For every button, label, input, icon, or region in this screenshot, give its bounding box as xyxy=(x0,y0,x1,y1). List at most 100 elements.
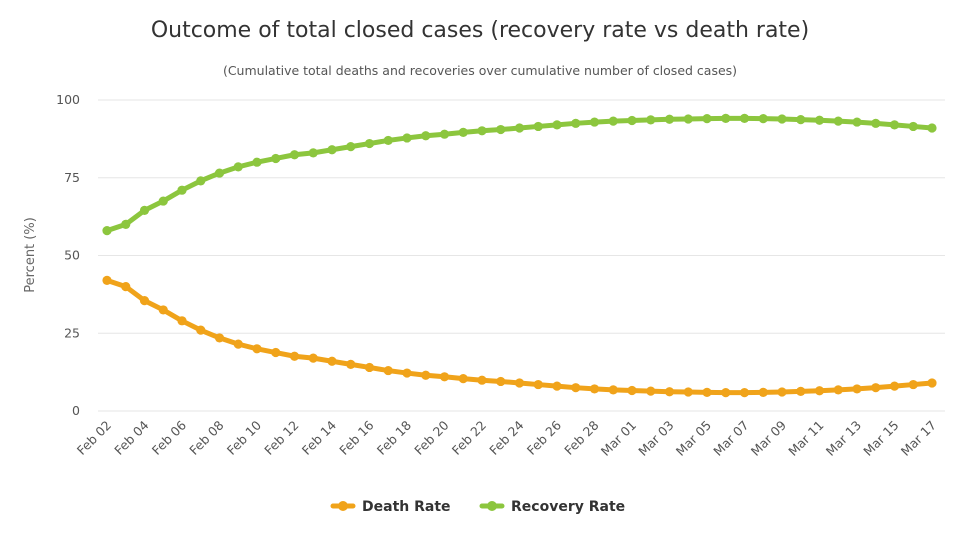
data-point[interactable] xyxy=(533,379,543,390)
data-point[interactable] xyxy=(814,386,825,396)
data-point[interactable] xyxy=(383,365,393,376)
data-point[interactable] xyxy=(683,387,693,397)
data-point[interactable] xyxy=(402,133,412,143)
data-point[interactable] xyxy=(739,388,750,398)
data-point[interactable] xyxy=(327,356,337,366)
data-point[interactable] xyxy=(646,386,656,396)
data-point[interactable] xyxy=(439,129,450,139)
data-point[interactable] xyxy=(139,205,150,216)
data-point[interactable] xyxy=(833,116,843,126)
data-point[interactable] xyxy=(777,114,787,124)
data-point[interactable] xyxy=(496,124,506,135)
data-point[interactable] xyxy=(889,120,900,130)
data-point[interactable] xyxy=(271,347,281,358)
data-point[interactable] xyxy=(177,316,187,326)
data-point[interactable] xyxy=(721,388,731,398)
data-point[interactable] xyxy=(233,339,243,349)
data-point[interactable] xyxy=(796,386,806,397)
data-point[interactable] xyxy=(758,387,768,397)
data-point[interactable] xyxy=(571,383,581,393)
data-point[interactable] xyxy=(402,368,412,378)
data-point[interactable] xyxy=(927,123,937,133)
data-point[interactable] xyxy=(252,344,262,354)
data-point[interactable] xyxy=(514,378,525,388)
data-point[interactable] xyxy=(139,295,150,306)
x-tick-label: Feb 12 xyxy=(261,418,301,458)
data-point[interactable] xyxy=(608,116,618,126)
data-point[interactable] xyxy=(383,135,393,146)
data-point[interactable] xyxy=(289,150,300,160)
data-point[interactable] xyxy=(477,126,487,136)
data-point[interactable] xyxy=(608,385,618,395)
x-tick-label: Feb 06 xyxy=(149,417,189,457)
data-point[interactable] xyxy=(346,359,356,369)
data-point[interactable] xyxy=(158,305,168,315)
data-point[interactable] xyxy=(777,387,787,397)
data-point[interactable] xyxy=(646,115,656,125)
data-point[interactable] xyxy=(214,168,225,178)
x-tick-label: Mar 17 xyxy=(898,418,939,459)
data-point[interactable] xyxy=(552,381,562,391)
data-point[interactable] xyxy=(102,226,112,236)
data-point[interactable] xyxy=(327,145,337,155)
data-point[interactable] xyxy=(458,127,468,137)
data-point[interactable] xyxy=(271,153,281,164)
data-point[interactable] xyxy=(589,384,600,394)
data-point[interactable] xyxy=(908,379,918,390)
data-point[interactable] xyxy=(833,385,843,395)
data-point[interactable] xyxy=(814,115,825,125)
data-point[interactable] xyxy=(927,378,937,388)
x-tick-label: Feb 16 xyxy=(336,417,376,457)
x-tick-label: Mar 03 xyxy=(635,418,676,459)
data-point[interactable] xyxy=(158,196,168,206)
data-point[interactable] xyxy=(458,374,468,384)
data-point[interactable] xyxy=(552,120,562,130)
data-point[interactable] xyxy=(196,325,206,335)
data-point[interactable] xyxy=(871,118,881,128)
data-point[interactable] xyxy=(683,114,693,124)
legend-item-recovery-rate[interactable]: Recovery Rate xyxy=(479,499,625,515)
data-point[interactable] xyxy=(439,372,450,382)
data-point[interactable] xyxy=(627,385,637,396)
data-point[interactable] xyxy=(252,157,262,167)
data-point[interactable] xyxy=(589,117,600,127)
data-point[interactable] xyxy=(664,114,675,124)
data-point[interactable] xyxy=(702,387,712,397)
data-point[interactable] xyxy=(796,114,806,125)
data-point[interactable] xyxy=(571,118,581,128)
data-point[interactable] xyxy=(421,370,431,380)
data-point[interactable] xyxy=(702,114,712,124)
data-point[interactable] xyxy=(852,117,862,127)
data-point[interactable] xyxy=(364,138,375,149)
data-point[interactable] xyxy=(496,376,506,387)
data-point[interactable] xyxy=(871,383,881,393)
data-point[interactable] xyxy=(421,131,431,141)
x-tick-label: Feb 02 xyxy=(74,418,114,458)
data-point[interactable] xyxy=(308,353,318,363)
data-point[interactable] xyxy=(627,115,637,126)
data-point[interactable] xyxy=(852,384,862,394)
data-point[interactable] xyxy=(346,142,356,152)
data-point[interactable] xyxy=(739,113,750,123)
data-point[interactable] xyxy=(102,275,112,285)
data-point[interactable] xyxy=(758,114,768,124)
data-point[interactable] xyxy=(721,113,731,123)
data-point[interactable] xyxy=(121,219,131,229)
data-point[interactable] xyxy=(664,387,675,397)
data-point[interactable] xyxy=(233,162,243,172)
data-point[interactable] xyxy=(196,176,206,186)
data-point[interactable] xyxy=(477,375,487,385)
data-point[interactable] xyxy=(214,333,225,343)
data-point[interactable] xyxy=(533,121,543,132)
x-tick-label: Feb 14 xyxy=(299,417,339,457)
legend-item-death-rate[interactable]: Death Rate xyxy=(330,499,451,515)
data-point[interactable] xyxy=(889,381,900,391)
data-point[interactable] xyxy=(308,148,318,158)
data-point[interactable] xyxy=(908,121,918,132)
data-point[interactable] xyxy=(289,351,300,361)
data-point[interactable] xyxy=(177,185,187,195)
data-point[interactable] xyxy=(121,282,131,292)
series-line xyxy=(104,115,935,234)
data-point[interactable] xyxy=(364,362,375,373)
data-point[interactable] xyxy=(514,123,525,133)
